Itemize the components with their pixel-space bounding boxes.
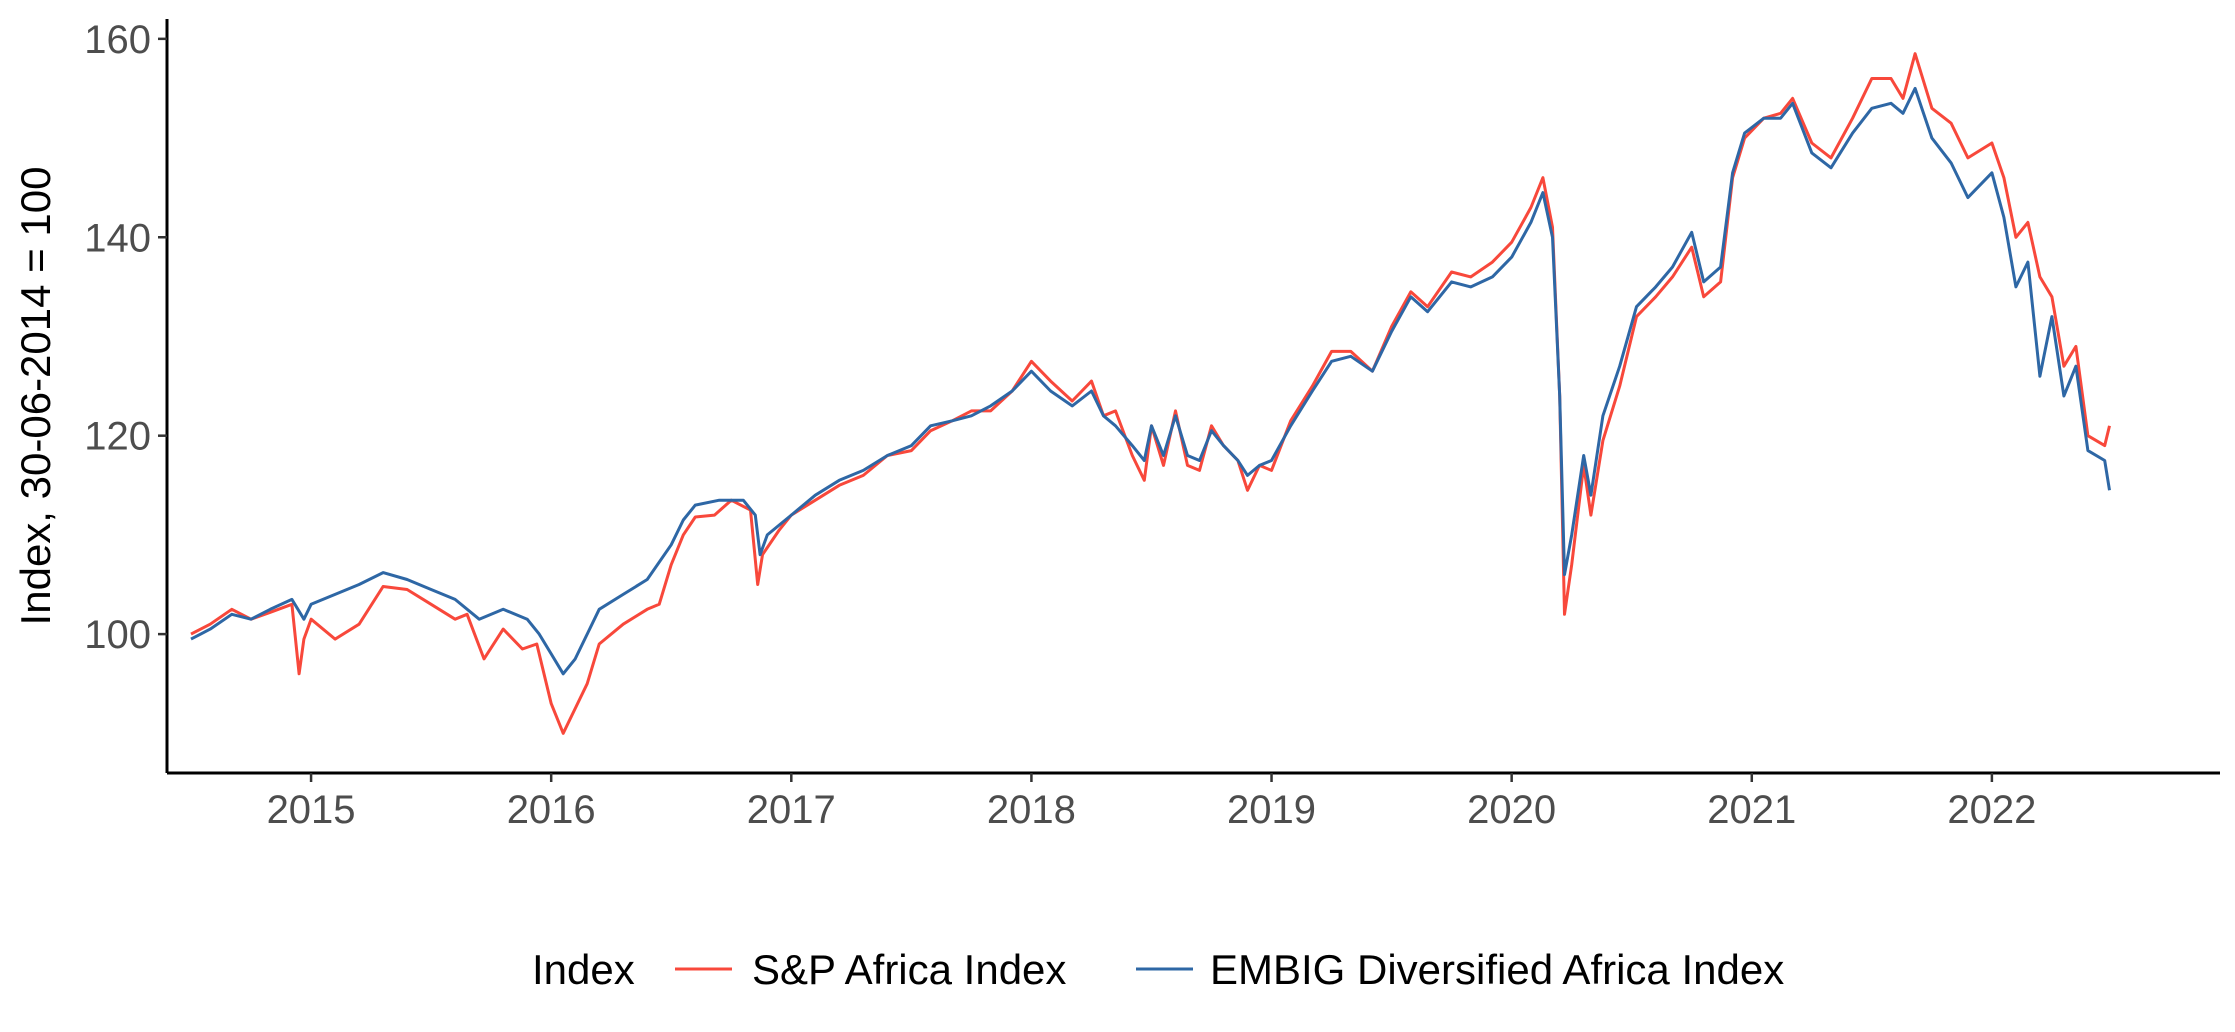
x-tick-label: 2017: [747, 788, 836, 832]
y-tick-label: 120: [84, 415, 151, 459]
x-tick-label: 2016: [507, 788, 596, 832]
series-layer: [190, 52, 2111, 735]
legend-label-embig-africa: EMBIG Diversified Africa Index: [1210, 946, 1784, 993]
legend-label-sp-africa: S&P Africa Index: [752, 946, 1066, 993]
y-tick-label: 140: [84, 216, 151, 260]
y-tick-label: 160: [84, 18, 151, 62]
x-tick-label: 2019: [1227, 788, 1316, 832]
x-tick-label: 2018: [987, 788, 1076, 832]
x-tick-label: 2020: [1467, 788, 1556, 832]
x-axis-ticks: 2015 2016 2017 2018 2019 2020 2021 2022: [267, 773, 2036, 832]
legend: Index S&P Africa Index EMBIG Diversified…: [532, 946, 1784, 993]
series-line-sp-africa: [190, 52, 2111, 735]
x-tick-label: 2015: [267, 788, 356, 832]
y-tick-label: 100: [84, 613, 151, 657]
y-axis-ticks: 100 120 140 160: [84, 18, 167, 657]
x-tick-label: 2022: [1947, 788, 2036, 832]
series-line-embig-africa: [190, 86, 2111, 676]
y-axis-title: Index, 30-06-2014 = 100: [12, 167, 59, 626]
x-tick-label: 2021: [1707, 788, 1796, 832]
legend-title: Index: [532, 946, 635, 993]
